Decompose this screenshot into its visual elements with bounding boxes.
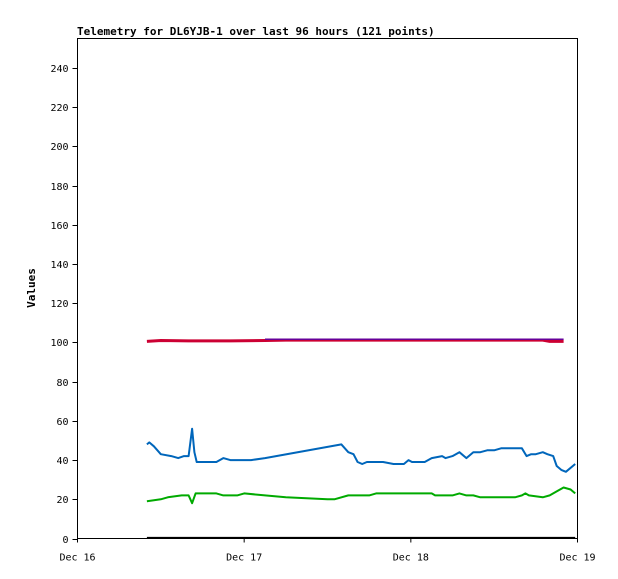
y-tick-label: 120 (50, 299, 68, 310)
y-tick-label: 60 (56, 417, 68, 428)
y-axis: 0 20 40 60 80 100 120 140 160 180 200 220 240 (50, 64, 78, 546)
series-line-3 (146, 427, 576, 473)
y-axis-label: Values (25, 268, 38, 308)
y-tick-label: 180 (50, 182, 68, 193)
x-tick-label: Dec 17 (226, 553, 262, 564)
y-tick-label: 0 (62, 535, 68, 546)
x-axis: Dec 16 Dec 17 Dec 18 Dec 19 (59, 538, 596, 564)
y-tick-label: 200 (50, 142, 68, 153)
x-tick-label: Dec 19 (559, 553, 595, 564)
series-line-4 (146, 486, 576, 505)
series-line-1 (146, 338, 564, 343)
x-tick-label: Dec 16 (59, 553, 95, 564)
y-tick-label: 20 (56, 495, 68, 506)
chart-title: Telemetry for DL6YJB-1 over last 96 hour… (77, 25, 435, 38)
plot-frame (77, 38, 578, 539)
y-tick-label: 40 (56, 456, 68, 467)
series-layer (146, 338, 576, 539)
y-tick-label: 160 (50, 221, 68, 232)
y-tick-label: 140 (50, 260, 68, 271)
y-tick-label: 80 (56, 378, 68, 389)
x-tick-label: Dec 18 (393, 553, 429, 564)
y-tick-label: 240 (50, 64, 68, 75)
y-tick-label: 220 (50, 103, 68, 114)
y-tick-label: 100 (50, 338, 68, 349)
